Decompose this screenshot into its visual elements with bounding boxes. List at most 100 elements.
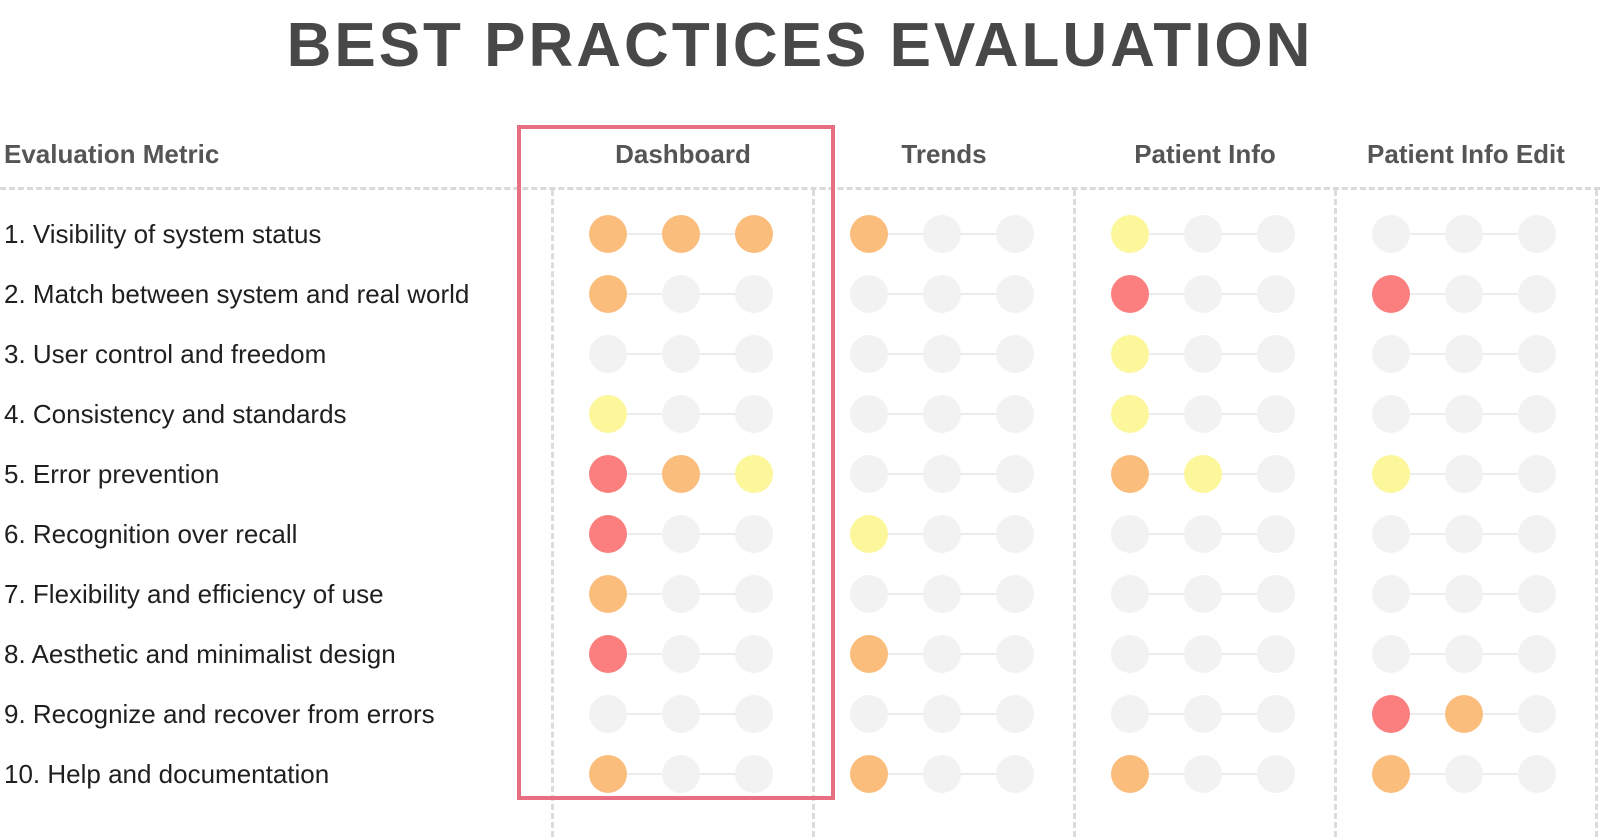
rating-dot-none (1257, 335, 1295, 373)
rating-dot-yellow (589, 395, 627, 433)
rating-dot-none (662, 335, 700, 373)
rating-dot-orange (850, 635, 888, 673)
rating-dot-none (1111, 575, 1149, 613)
rating-dot-none (1257, 395, 1295, 433)
rating-dot-none (1518, 395, 1556, 433)
rating-dot-none (1257, 635, 1295, 673)
rating-dot-yellow (1111, 395, 1149, 433)
rating-dot-none (735, 635, 773, 673)
rating-dot-red (589, 635, 627, 673)
rating-dot-red (589, 455, 627, 493)
rating-dot-none (923, 755, 961, 793)
rating-dot-none (850, 275, 888, 313)
rating-dot-none (1257, 695, 1295, 733)
rating-dot-yellow (1111, 335, 1149, 373)
rating-dot-yellow (735, 455, 773, 493)
rating-dot-none (850, 575, 888, 613)
rating-dot-none (662, 275, 700, 313)
metric-label: 5. Error prevention (4, 459, 220, 489)
column-divider (1334, 190, 1337, 837)
rating-dot-orange (662, 215, 700, 253)
rating-dot-none (1445, 275, 1483, 313)
rating-dot-none (1518, 695, 1556, 733)
rating-dot-none (1518, 755, 1556, 793)
rating-dot-none (850, 695, 888, 733)
metric-label: 7. Flexibility and efficiency of use (4, 579, 384, 609)
rating-dot-red (1372, 275, 1410, 313)
rating-dot-orange (589, 215, 627, 253)
rating-dot-none (1111, 695, 1149, 733)
column-divider (1073, 190, 1076, 837)
rating-dot-none (1518, 515, 1556, 553)
metric-label: 8. Aesthetic and minimalist design (4, 639, 396, 669)
rating-dot-none (996, 275, 1034, 313)
rating-dot-none (1184, 695, 1222, 733)
rating-dot-none (1111, 515, 1149, 553)
rating-dot-none (1184, 275, 1222, 313)
rating-dot-none (1257, 575, 1295, 613)
rating-dot-none (996, 575, 1034, 613)
rating-dot-none (589, 335, 627, 373)
rating-dot-none (662, 515, 700, 553)
rating-dot-none (1445, 335, 1483, 373)
rating-dot-none (735, 575, 773, 613)
column-divider (1595, 190, 1598, 837)
rating-dot-none (996, 455, 1034, 493)
rating-dot-orange (1111, 755, 1149, 793)
rating-dot-orange (850, 215, 888, 253)
rating-dot-none (1372, 635, 1410, 673)
rating-dot-none (1111, 635, 1149, 673)
rating-dot-none (923, 215, 961, 253)
rating-dot-red (589, 515, 627, 553)
rating-dot-none (850, 335, 888, 373)
rating-dot-none (1257, 455, 1295, 493)
metric-label: 9. Recognize and recover from errors (4, 699, 435, 729)
rating-dot-none (1372, 515, 1410, 553)
rating-dot-none (923, 335, 961, 373)
rating-dot-none (1518, 455, 1556, 493)
rating-dot-none (662, 395, 700, 433)
rating-dot-none (996, 755, 1034, 793)
rating-dot-none (923, 455, 961, 493)
rating-dot-red (1372, 695, 1410, 733)
rating-dot-none (1445, 215, 1483, 253)
rating-dot-orange (1372, 755, 1410, 793)
rating-dot-none (850, 395, 888, 433)
metric-label: 6. Recognition over recall (4, 519, 298, 549)
rating-dot-none (662, 755, 700, 793)
rating-dot-none (589, 695, 627, 733)
rating-dot-none (1257, 755, 1295, 793)
rating-dot-none (996, 515, 1034, 553)
rating-dot-none (923, 575, 961, 613)
rating-dot-none (1184, 515, 1222, 553)
rating-dot-none (735, 395, 773, 433)
rating-dot-none (996, 695, 1034, 733)
metric-label: 3. User control and freedom (4, 339, 327, 369)
column-header-dashboard: Dashboard (615, 139, 751, 169)
rating-dot-none (996, 635, 1034, 673)
rating-dot-none (1184, 395, 1222, 433)
metric-label: 2. Match between system and real world (4, 279, 470, 309)
rating-dot-none (1372, 575, 1410, 613)
rating-dot-none (735, 755, 773, 793)
rating-dot-none (1184, 215, 1222, 253)
metric-label: 10. Help and documentation (4, 759, 330, 789)
rating-dot-none (735, 695, 773, 733)
rating-dot-none (1445, 455, 1483, 493)
rating-dot-orange (662, 455, 700, 493)
rating-dot-none (1445, 395, 1483, 433)
rating-dot-none (1184, 335, 1222, 373)
rating-dot-none (1445, 635, 1483, 673)
rating-dot-none (1518, 575, 1556, 613)
rating-dot-orange (735, 215, 773, 253)
metric-label: 1. Visibility of system status (4, 219, 322, 249)
rating-dot-none (996, 395, 1034, 433)
rating-dot-none (1372, 215, 1410, 253)
rating-dot-yellow (1184, 455, 1222, 493)
rating-dot-none (735, 275, 773, 313)
rating-dot-none (850, 455, 888, 493)
rating-dot-none (1257, 215, 1295, 253)
rating-dot-none (1372, 335, 1410, 373)
row-header: Evaluation Metric (4, 139, 220, 169)
rating-dot-yellow (850, 515, 888, 553)
